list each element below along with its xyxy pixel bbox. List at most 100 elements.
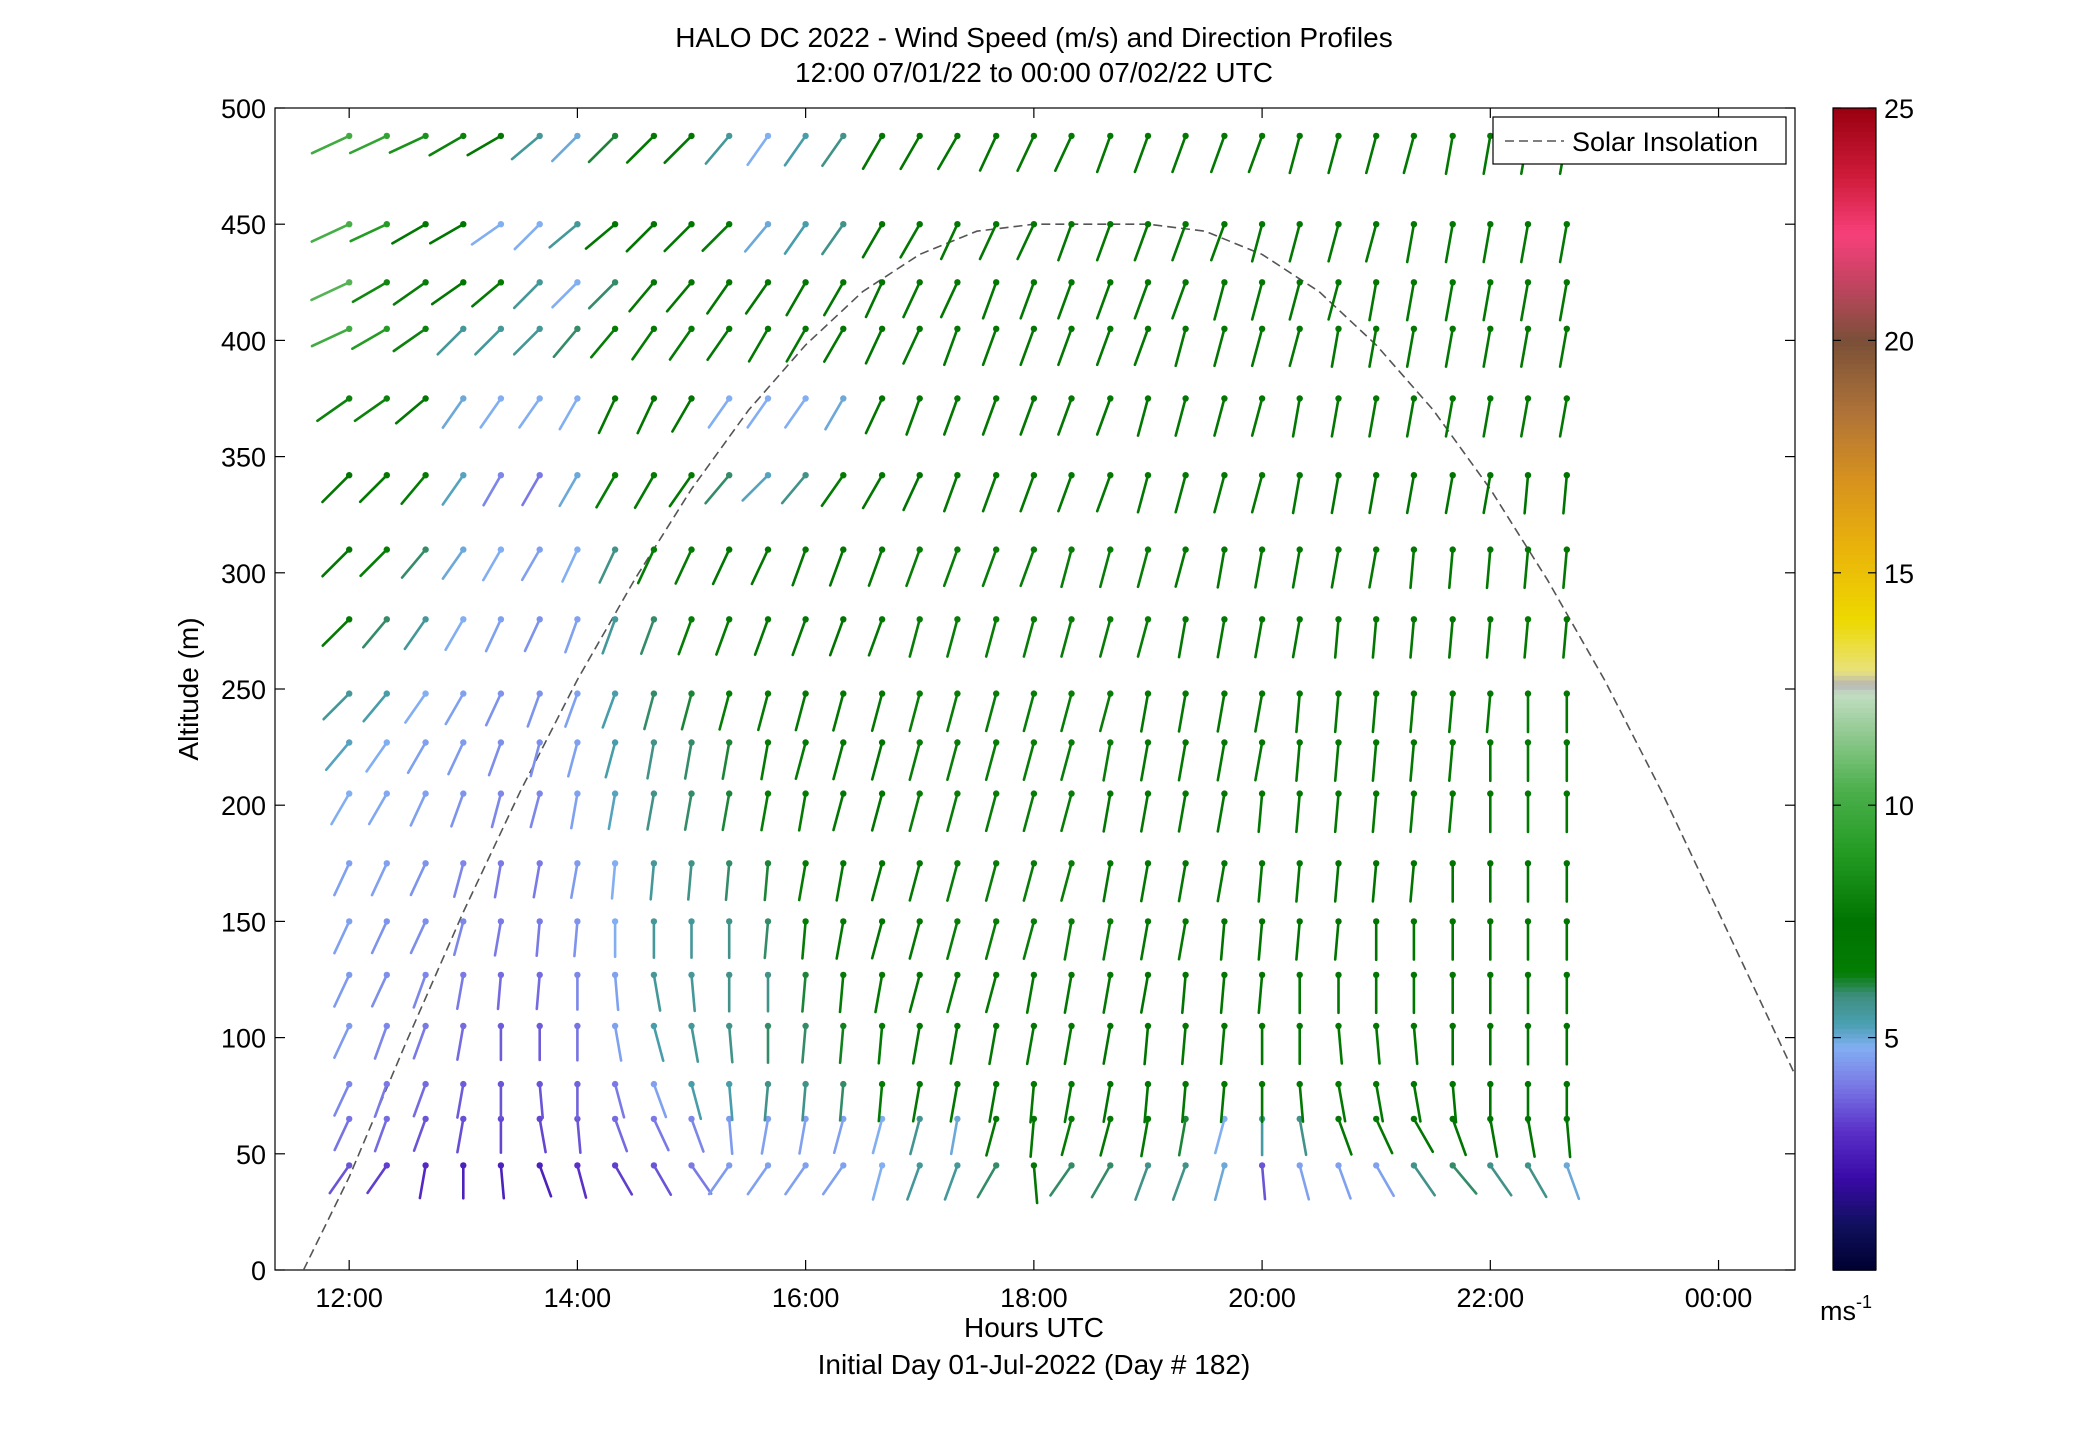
colorbar-band: [1833, 661, 1876, 667]
colorbar-band: [1833, 977, 1876, 983]
wind-barb-shaft: [1330, 473, 1340, 515]
colorbar-band: [1833, 884, 1876, 890]
wind-barb-shaft: [701, 222, 731, 252]
wind-barb-dot: [1487, 546, 1494, 553]
wind-barb-dot: [916, 1162, 923, 1169]
wind-barb-shaft: [613, 1164, 634, 1196]
wind-barb-shaft: [1558, 222, 1569, 264]
wind-barb-shaft: [576, 1117, 582, 1154]
wind-barb-shaft: [746, 397, 770, 429]
wind-barb-dot: [1296, 1022, 1303, 1030]
wind-barb-shaft: [1333, 861, 1340, 903]
wind-barb-dot: [1449, 690, 1456, 697]
wind-barb-shaft: [939, 280, 959, 319]
colorbar-band: [1833, 958, 1876, 965]
wind-barb-dot: [611, 546, 619, 553]
wind-barb-dot: [1410, 860, 1418, 867]
wind-barb-dot: [802, 472, 809, 479]
wind-barb-shaft: [801, 920, 807, 960]
colorbar-band: [1833, 424, 1876, 430]
wind-barb-dot: [1182, 325, 1189, 332]
wind-barb-shaft: [1210, 222, 1226, 262]
wind-barb-dot: [536, 1080, 543, 1088]
wind-barb-dot: [536, 472, 543, 479]
wind-barb-dot: [954, 790, 961, 797]
wind-barb-dot: [1524, 221, 1532, 228]
wind-barb-shaft: [791, 548, 807, 587]
wind-barb-shaft: [412, 1082, 427, 1118]
wind-barb-shaft: [668, 327, 693, 361]
wind-barb-shaft: [942, 327, 959, 367]
wind-barb-dot: [1258, 221, 1266, 228]
wind-barb-shaft: [877, 1082, 884, 1123]
wind-barb-dot: [840, 132, 847, 140]
wind-barb-dot: [1296, 221, 1303, 228]
wind-barb-shaft: [1412, 1117, 1435, 1154]
wind-barb-dot: [878, 1162, 886, 1169]
wind-barb-dot: [1030, 132, 1038, 140]
wind-barb-shaft: [1295, 792, 1301, 834]
wind-barb-dot: [346, 739, 353, 746]
wind-barb-dot: [1487, 395, 1494, 402]
colorbar-band: [1833, 740, 1876, 746]
wind-barb-dot: [1449, 546, 1456, 553]
wind-barb-dot: [383, 739, 390, 746]
wind-barb-shaft: [902, 473, 922, 512]
wind-barb-dot: [536, 132, 543, 140]
wind-barb-dot: [497, 918, 505, 925]
wind-barb-dot: [611, 132, 619, 140]
colorbar-band: [1833, 456, 1876, 463]
wind-barb-shaft: [538, 1164, 553, 1198]
wind-barb-dot: [460, 971, 467, 979]
wind-barb-shaft: [595, 473, 617, 509]
wind-barb-shaft: [1171, 280, 1187, 320]
wind-barb-shaft: [518, 397, 542, 429]
wind-barb-dot: [954, 1162, 961, 1169]
colorbar-band: [1833, 224, 1876, 230]
wind-barb-dot: [726, 546, 733, 553]
wind-barb-shaft: [1177, 1117, 1187, 1157]
wind-barb-shaft: [1133, 222, 1150, 262]
wind-barb-dot: [346, 860, 353, 867]
wind-barb-dot: [460, 739, 467, 746]
wind-barb-shaft: [631, 327, 656, 361]
wind-barb-dot: [346, 279, 353, 286]
wind-barb-dot: [1487, 221, 1494, 228]
wind-barb-dot: [422, 1022, 429, 1030]
wind-barb-dot: [422, 918, 429, 925]
wind-barb-shaft: [310, 327, 351, 348]
wind-barb-dot: [688, 1162, 695, 1169]
wind-barb-dot: [1524, 472, 1532, 479]
wind-barb-dot: [1144, 1080, 1152, 1088]
wind-barb-dot: [1182, 395, 1189, 402]
wind-barb-dot: [497, 1022, 505, 1030]
wind-barb-dot: [688, 1115, 695, 1123]
wind-barb-dot: [422, 1162, 429, 1169]
wind-barb-shaft: [430, 280, 465, 306]
wind-barb-dot: [346, 325, 353, 332]
wind-barb-dot: [726, 690, 733, 697]
wind-barb-shaft: [1171, 134, 1187, 174]
wind-barb-dot: [688, 221, 695, 228]
wind-barb-shaft: [652, 1164, 673, 1196]
colorbar-band: [1833, 117, 1876, 123]
wind-barb-shaft: [1140, 741, 1150, 782]
wind-barb-shaft: [444, 617, 465, 652]
wind-barb-shaft: [988, 1082, 998, 1123]
legend: Solar Insolation: [1492, 116, 1787, 165]
wind-barb-shaft: [646, 741, 656, 780]
wind-barb-dot: [1068, 546, 1075, 553]
wind-barb-shaft: [1337, 1082, 1347, 1123]
wind-barb-shaft: [1177, 920, 1187, 961]
wind-barb-dot: [764, 221, 772, 228]
colorbar-band: [1833, 596, 1876, 602]
y-tick-label: 450: [221, 210, 266, 240]
colorbar-band: [1833, 549, 1876, 556]
wind-barb-dot: [1410, 132, 1418, 140]
wind-barb-shaft: [824, 397, 845, 431]
wind-barb-dot: [840, 1022, 847, 1030]
colorbar-band: [1833, 289, 1876, 295]
wind-barb-shaft: [1409, 692, 1416, 734]
wind-barb-shaft: [610, 861, 617, 900]
wind-barb-dot: [1107, 279, 1114, 286]
